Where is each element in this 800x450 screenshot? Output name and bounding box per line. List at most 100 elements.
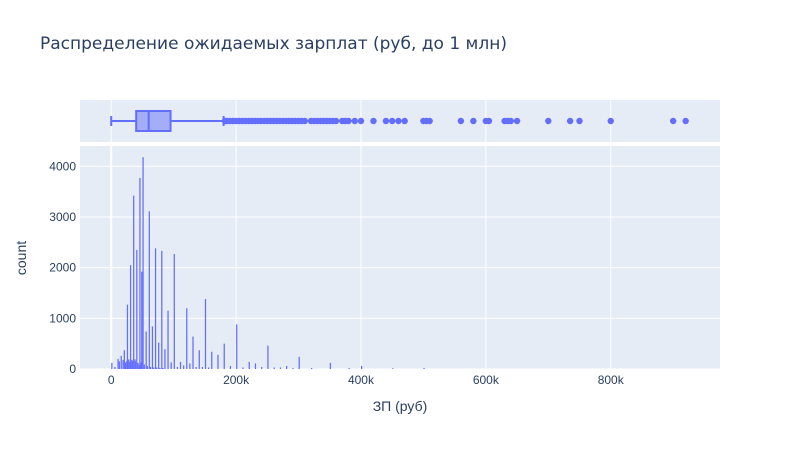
- histogram-bar: [229, 365, 232, 369]
- box-outlier-point: [395, 117, 402, 125]
- tick-labels: 0 200k 400k 600k 800k 0 1000 2000 3000 4000: [49, 159, 624, 387]
- y-tick-label: 2000: [49, 261, 76, 275]
- box-outliers: [221, 117, 689, 125]
- histogram-bar: [124, 362, 127, 369]
- histogram-bar: [329, 362, 332, 369]
- box-outlier-point: [357, 117, 365, 125]
- histogram-bar: [211, 351, 213, 369]
- histogram-bar: [154, 248, 157, 369]
- histogram-bar: [170, 362, 172, 369]
- y-tick-label: 3000: [49, 210, 76, 224]
- histogram-bar: [156, 367, 158, 369]
- histogram-bar: [148, 211, 150, 369]
- histogram-bar: [279, 367, 282, 369]
- histogram-bar: [198, 350, 200, 369]
- histogram-bar: [123, 350, 125, 369]
- box-outlier-point: [669, 117, 677, 125]
- box-iqr: [135, 110, 172, 132]
- y-tick-label: 1000: [49, 311, 76, 325]
- hist-plot-area: [80, 146, 720, 369]
- histogram-bar: [298, 356, 300, 369]
- histogram-bar: [139, 177, 141, 369]
- histogram-bar: [423, 367, 425, 369]
- histogram-bar: [186, 308, 188, 369]
- box-outlier-point: [382, 117, 390, 125]
- box-outlier-point: [513, 117, 521, 125]
- histogram-bars: [111, 157, 425, 369]
- histogram-bar: [273, 367, 275, 369]
- box-outlier-point: [388, 117, 396, 125]
- histogram-bar: [192, 336, 194, 369]
- box-outlier-point: [426, 117, 433, 125]
- histogram-bar: [114, 366, 116, 369]
- histogram-bar: [136, 249, 138, 369]
- histogram-bar: [111, 362, 113, 369]
- x-axis-label: ЗП (руб): [373, 398, 428, 414]
- histogram-bar: [134, 361, 137, 369]
- histogram-bar: [254, 363, 257, 369]
- histogram-bar: [131, 360, 134, 369]
- histogram-bar: [183, 365, 185, 369]
- histogram-bar: [173, 253, 175, 369]
- x-tick-label: 800k: [598, 373, 625, 387]
- y-tick-label: 4000: [49, 159, 76, 173]
- histogram-bar: [126, 304, 129, 369]
- box-outlier-point: [682, 117, 689, 125]
- histogram-bar: [267, 345, 269, 369]
- histogram-bar: [117, 358, 119, 369]
- y-axis-label: count: [13, 241, 29, 275]
- histogram-bar: [137, 362, 139, 369]
- box-outlier-point: [507, 117, 515, 125]
- x-tick-label: 0: [108, 373, 115, 387]
- histogram-bar: [129, 265, 132, 369]
- histogram-bar: [189, 363, 191, 369]
- chart-title: Распределение ожидаемых зарплат (руб, до…: [40, 34, 507, 54]
- histogram-bar: [248, 361, 250, 369]
- histogram-bar: [141, 271, 143, 369]
- histogram-bar: [142, 157, 144, 369]
- histogram-bar: [151, 326, 154, 369]
- histogram-bar: [143, 364, 145, 369]
- histogram-bar: [145, 331, 147, 369]
- histogram-bar: [146, 365, 149, 369]
- box-outlier-point: [345, 117, 352, 125]
- box-outlier-point: [351, 117, 358, 125]
- x-tick-label: 200k: [223, 373, 250, 387]
- box-outlier-point: [370, 117, 377, 125]
- histogram-bar: [133, 195, 135, 369]
- histogram-bar: [118, 361, 120, 369]
- histogram-bar: [176, 366, 179, 369]
- histogram-bar: [149, 366, 152, 369]
- box-outlier-point: [485, 117, 493, 125]
- histogram-bar: [179, 361, 182, 369]
- histogram-bar: [286, 365, 288, 369]
- histogram-bar: [120, 355, 122, 369]
- histogram-bar: [204, 299, 207, 369]
- box-plot: [110, 110, 225, 132]
- histogram-bar: [292, 367, 294, 369]
- histogram-bar: [236, 324, 238, 369]
- box-outlier-point: [545, 117, 552, 125]
- box-outlier-point: [332, 117, 340, 125]
- histogram-bar: [164, 349, 166, 369]
- x-tick-label: 400k: [348, 373, 375, 387]
- box-outlier-point: [457, 117, 465, 125]
- histogram-bar: [223, 343, 225, 369]
- histogram-bar: [348, 367, 350, 369]
- histogram-bar: [392, 368, 394, 369]
- x-tick-label: 600k: [473, 373, 500, 387]
- box-outlier-point: [401, 117, 408, 125]
- histogram-bar: [195, 366, 197, 369]
- y-tick-label: 0: [69, 362, 76, 376]
- histogram-bar: [311, 367, 313, 369]
- histogram-bar: [128, 361, 130, 369]
- box-outlier-point: [607, 117, 614, 125]
- histogram-bar: [161, 250, 163, 369]
- histogram-bar: [158, 342, 160, 369]
- histogram-bar: [360, 365, 363, 369]
- box-outlier-point: [470, 117, 477, 125]
- histogram-bar: [208, 367, 210, 369]
- histogram-bar: [122, 359, 124, 369]
